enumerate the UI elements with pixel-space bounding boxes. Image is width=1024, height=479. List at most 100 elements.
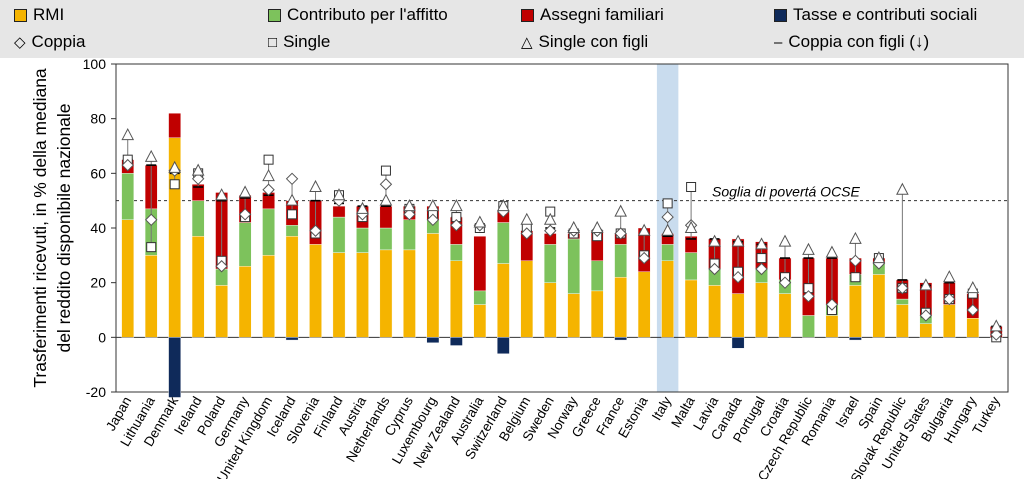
bar-segment (661, 260, 674, 338)
bar-segment (802, 315, 815, 338)
bar-segment (285, 235, 299, 338)
marker-coppia (825, 298, 839, 311)
bar-segment (285, 337, 299, 341)
legend: RMI Contributo per l'affitto Assegni fam… (0, 0, 1024, 58)
bar-segment (450, 260, 463, 338)
marker-single-con-figli (426, 199, 440, 212)
bar-segment (567, 293, 581, 338)
marker-single-con-figli (989, 319, 1003, 332)
marker-coppia (262, 183, 275, 196)
bar-segment (966, 318, 980, 338)
bar-segment (919, 323, 933, 338)
marker-single-con-figli (896, 182, 909, 195)
marker-single-con-figli (778, 234, 792, 247)
bar-segment (379, 205, 393, 229)
legend-label: RMI (33, 5, 65, 24)
marker-coppia (731, 270, 745, 284)
bar-segment (403, 219, 416, 251)
marker-single-con-figli (238, 185, 252, 198)
marker-single-con-figli (520, 212, 534, 225)
bar-segment (121, 173, 135, 220)
bar-segment (403, 249, 416, 338)
legend-label: Coppia (31, 32, 86, 51)
bar-segment (497, 222, 510, 264)
bar-segment (614, 244, 627, 278)
marker-single-con-figli (332, 188, 346, 201)
marker-single-con-figli (825, 245, 839, 258)
legend-item-couple-children: – Coppia con figli (↓) (774, 32, 929, 52)
marker-single (146, 242, 157, 253)
marker-single-con-figli (496, 199, 510, 212)
y-axis-label: Trasferimenti ricevuti, in % della media… (30, 68, 50, 388)
marker-coppia (215, 260, 228, 273)
marker-coppia (285, 172, 299, 186)
marker-single-con-figli (356, 201, 369, 214)
bar-segment (379, 227, 393, 251)
marker-single-con-figli (309, 179, 322, 192)
marker-single-con-figli (731, 234, 745, 247)
bar-segment (497, 263, 510, 338)
legend-swatch-rent (268, 8, 281, 22)
bar-segment (684, 252, 698, 281)
marker-coppia (450, 219, 463, 232)
bar-segment (238, 222, 252, 267)
marker-coppia (145, 213, 158, 227)
legend-label: Single (283, 32, 331, 51)
bar-segment (238, 266, 252, 338)
bar-segment (872, 274, 886, 338)
marker-coppia (755, 262, 768, 276)
marker-coppia (379, 178, 393, 191)
marker-single (662, 198, 673, 209)
y-tick-label: -20 (86, 384, 106, 400)
marker-single-con-figli (379, 193, 393, 206)
marker-coppia (520, 227, 533, 240)
marker-single-con-figli (285, 193, 299, 206)
bar-segment (356, 252, 369, 338)
bar-segment (731, 293, 745, 338)
marker-single (263, 154, 274, 165)
bar-segment (426, 233, 440, 338)
marker-single-con-figli (403, 199, 416, 212)
dash-icon: – (774, 33, 783, 51)
bar-segment (661, 244, 674, 261)
bar-segment (637, 271, 651, 338)
legend-item-rmi: RMI (14, 5, 64, 25)
square-icon: □ (268, 33, 278, 51)
marker-single-con-figli (121, 127, 135, 141)
marker-single-con-figli (191, 163, 205, 176)
legend-item-rent: Contributo per l'affitto (268, 5, 448, 25)
bar-segment (121, 219, 135, 338)
marker-single-con-figli (262, 168, 275, 182)
legend-item-family: Assegni familiari (521, 5, 664, 25)
bar-segment (285, 225, 299, 237)
bar-segment (567, 238, 581, 294)
marker-single-con-figli (590, 220, 604, 233)
bar-segment (426, 337, 440, 344)
y-tick-label: 60 (90, 165, 106, 181)
marker-coppia (896, 281, 909, 295)
bar-segment (943, 304, 956, 338)
marker-single-con-figli (966, 281, 980, 294)
bar-segment (708, 285, 721, 338)
bar-segment (825, 315, 839, 338)
marker-single-con-figli (473, 215, 487, 228)
legend-label: Single con figli (538, 32, 649, 51)
marker-single-con-figli (661, 223, 674, 236)
bar-segment (684, 279, 698, 338)
marker-coppia (708, 262, 721, 276)
marker-coppia (919, 309, 933, 322)
bar-segment (520, 260, 534, 338)
bar-segment (849, 285, 862, 338)
marker-coppia (778, 276, 792, 289)
bar-segment (356, 227, 369, 253)
marker-coppia (966, 303, 979, 317)
y-tick-label: 40 (90, 220, 106, 236)
bar-segment (473, 290, 487, 305)
bar-segment (144, 255, 158, 338)
y-axis-label: del reddito disponibile nazionale (54, 103, 74, 352)
marker-coppia (990, 328, 1003, 341)
marker-single-con-figli (708, 234, 721, 247)
bar-segment (896, 304, 909, 338)
marker-single-con-figli (919, 278, 933, 291)
